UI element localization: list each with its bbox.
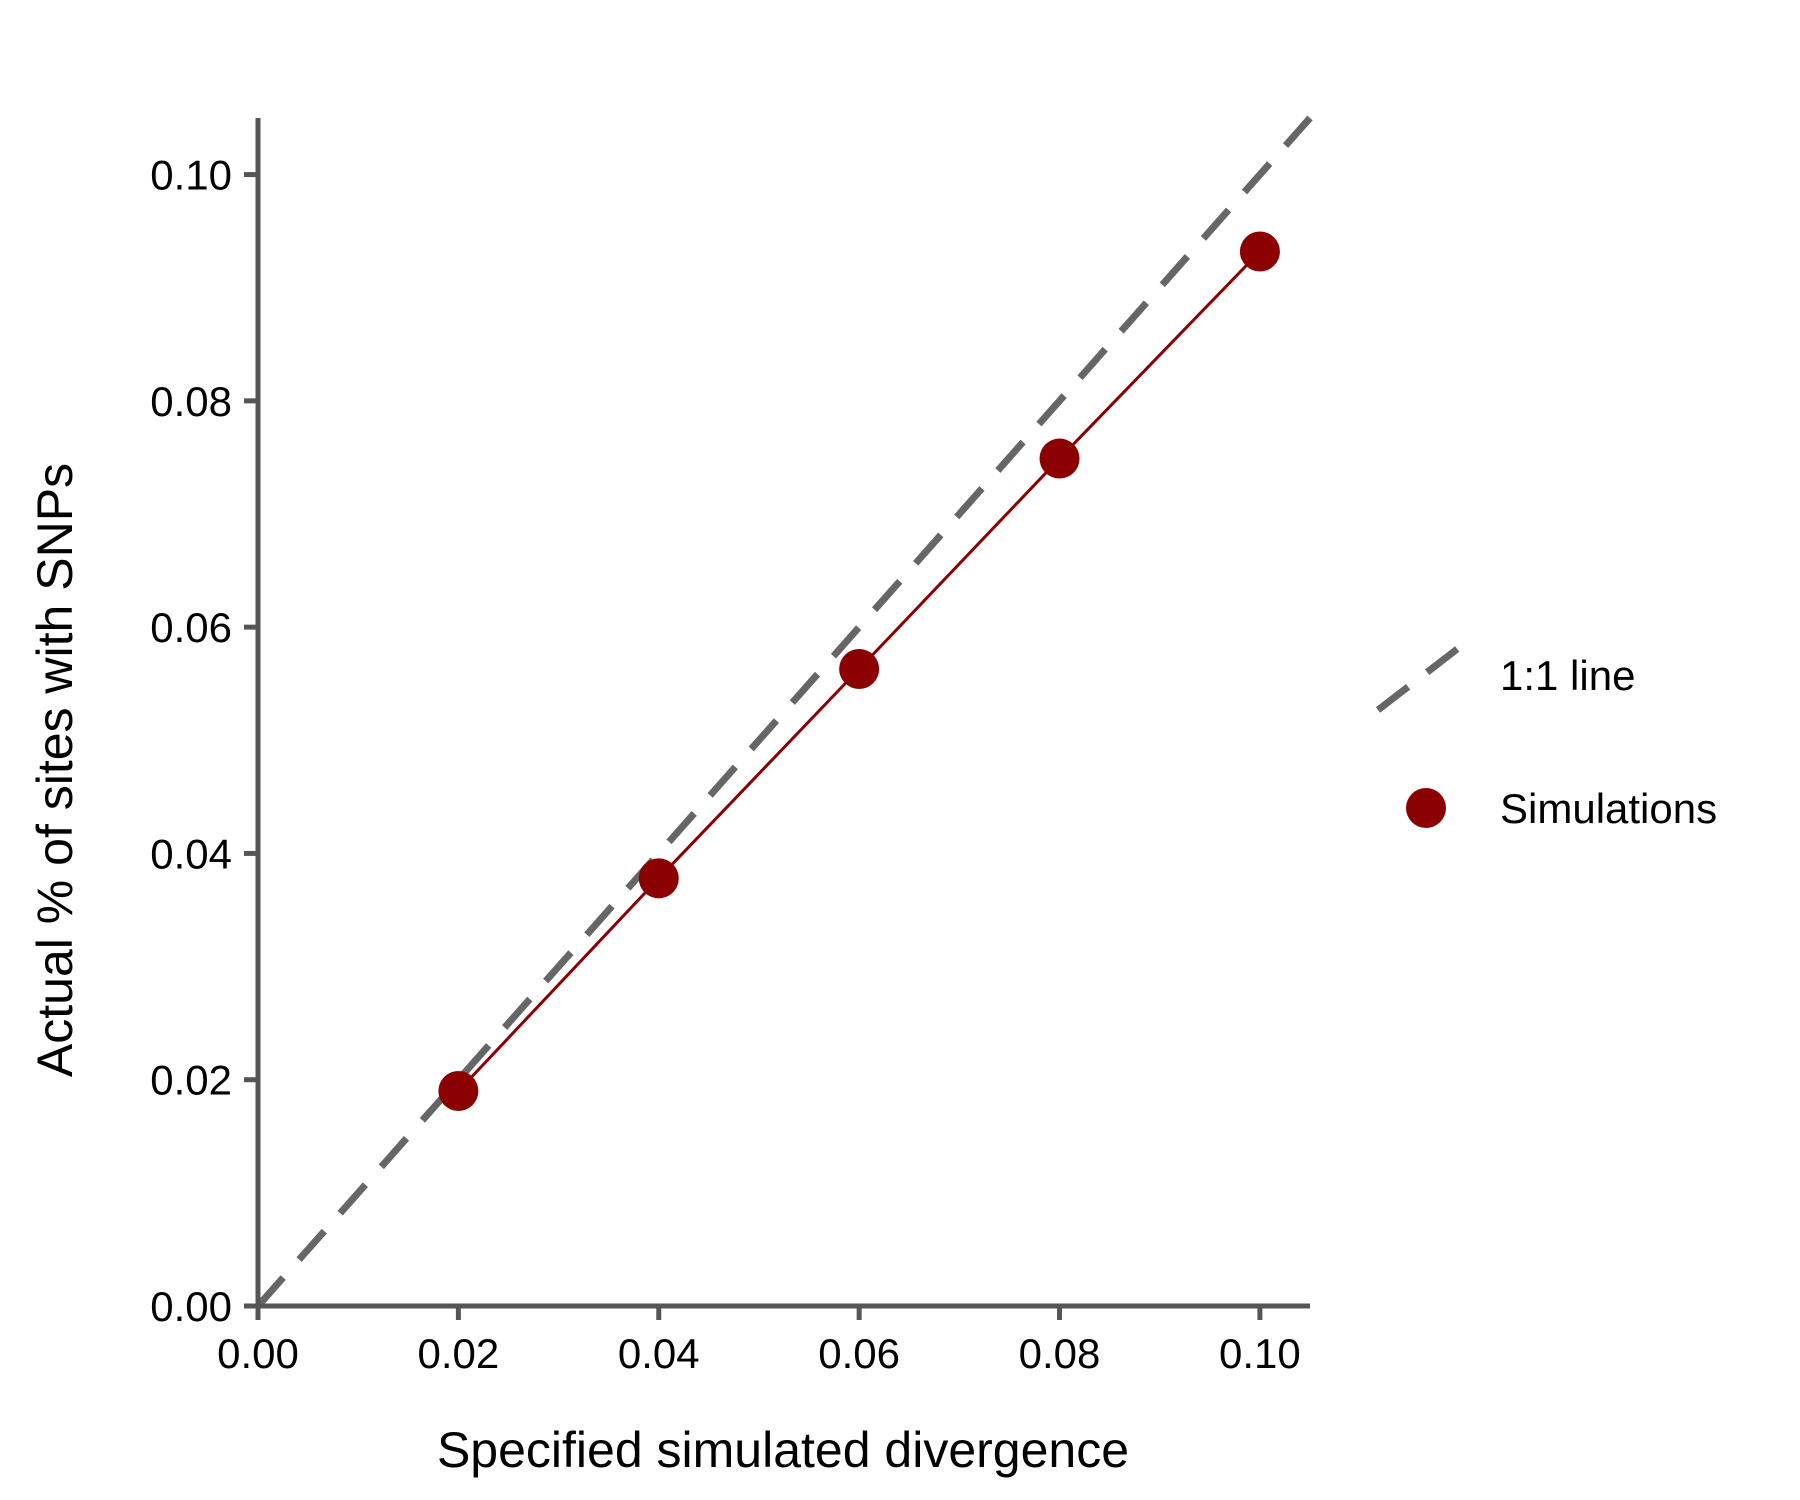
x-tick-label: 0.04	[618, 1330, 700, 1377]
simulation-point	[839, 649, 880, 690]
y-tick-label: 0.06	[150, 604, 232, 651]
y-tick-label: 0.02	[150, 1057, 232, 1104]
y-tick-label: 0.10	[150, 152, 232, 199]
legend-label-one-to-one: 1:1 line	[1500, 652, 1635, 699]
legend-label-simulations: Simulations	[1500, 785, 1717, 832]
legend: 1:1 line Simulations	[1375, 640, 1717, 832]
x-tick-label: 0.00	[217, 1330, 299, 1377]
x-tick-label: 0.02	[418, 1330, 500, 1377]
simulation-point	[1239, 231, 1280, 272]
legend-dashed-key	[1375, 640, 1468, 713]
simulation-point	[638, 858, 679, 899]
simulation-point	[438, 1071, 479, 1112]
y-tick-label: 0.04	[150, 830, 232, 877]
x-tick-label: 0.10	[1219, 1330, 1301, 1377]
plot-area	[255, 115, 1313, 1309]
x-axis: 0.00 0.02 0.04 0.06 0.08 0.10	[217, 1303, 1310, 1377]
y-axis: 0.00 0.02 0.04 0.06 0.08 0.10	[150, 118, 261, 1330]
x-tick-label: 0.06	[818, 1330, 900, 1377]
one-to-one-line	[255, 115, 1313, 1309]
legend-point-key	[1406, 788, 1446, 828]
x-axis-title: Specified simulated divergence	[437, 1422, 1129, 1478]
x-tick-label: 0.08	[1019, 1330, 1101, 1377]
y-tick-label: 0.00	[150, 1283, 232, 1330]
y-axis-title: Actual % of sites with SNPs	[27, 463, 83, 1077]
simulation-point	[1039, 438, 1080, 479]
y-tick-label: 0.08	[150, 378, 232, 425]
